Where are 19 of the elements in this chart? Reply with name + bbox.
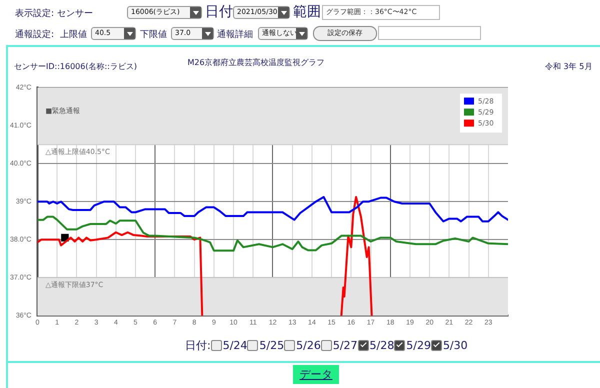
text: 日付: (185, 338, 211, 353)
text: 5/25 (259, 339, 284, 352)
text: 5/26 (296, 339, 321, 352)
text: 5/28 (370, 339, 394, 352)
text: 下限値 (140, 28, 167, 41)
text: 表示設定: センサー (15, 8, 93, 20)
text: 5/29 (406, 339, 431, 352)
text: 範囲 (293, 3, 321, 21)
text: 5/24 (222, 339, 248, 352)
text: 5/30 (442, 339, 468, 352)
text: センサーID::16006(名称::ラビス) (14, 61, 137, 72)
text: 通報詳細 (217, 28, 253, 41)
text: 令和 3年 5月 (545, 61, 592, 72)
text: 上限値 (60, 28, 87, 41)
chart-title: M26京都府立農芸高校温度監視グラフ (187, 58, 325, 67)
text: データ (293, 365, 339, 384)
text: 日付 (205, 3, 233, 21)
text: 5/27 (332, 339, 358, 352)
text: 通報設定: (15, 28, 54, 41)
